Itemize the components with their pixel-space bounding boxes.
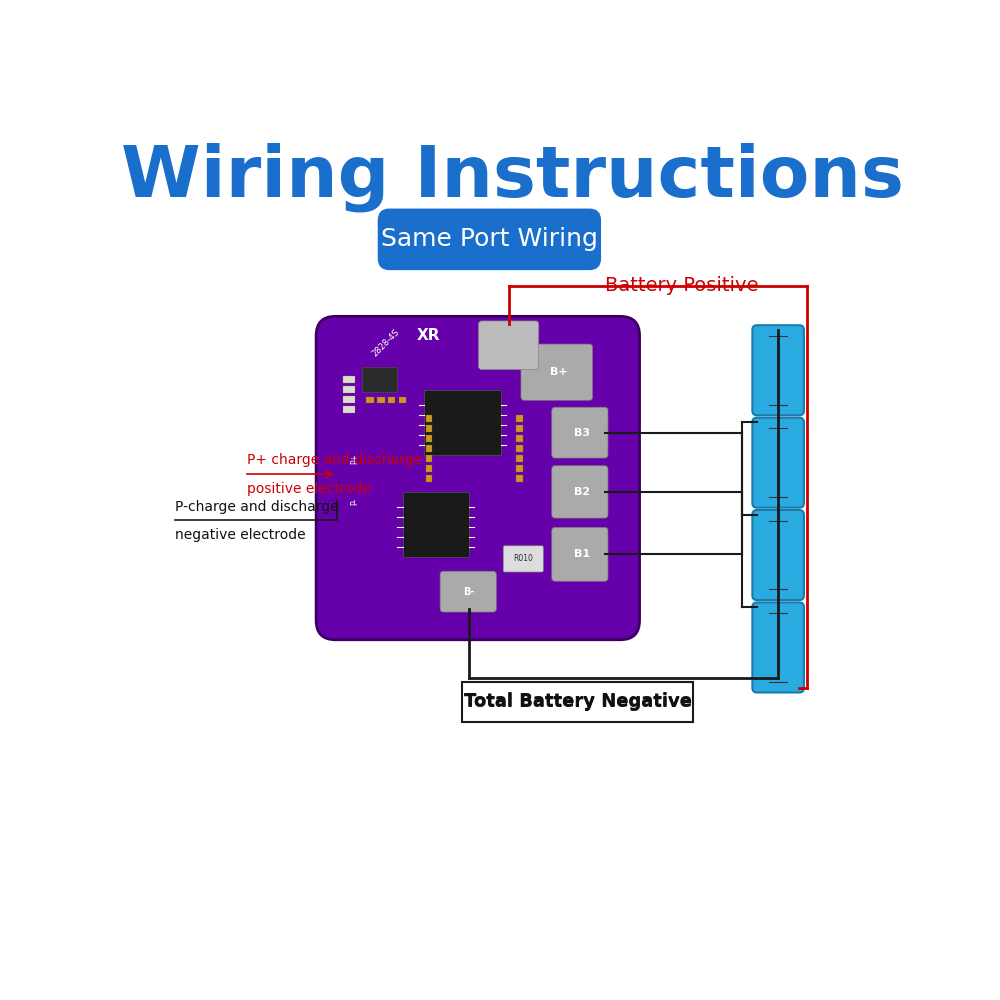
FancyBboxPatch shape: [516, 475, 523, 482]
FancyBboxPatch shape: [378, 209, 601, 270]
FancyBboxPatch shape: [426, 465, 432, 472]
FancyBboxPatch shape: [516, 435, 523, 442]
Text: B1: B1: [574, 549, 590, 559]
FancyBboxPatch shape: [388, 397, 395, 403]
Text: Total Battery Negative: Total Battery Negative: [464, 693, 692, 711]
Text: Battery Positive: Battery Positive: [605, 276, 758, 295]
FancyBboxPatch shape: [426, 435, 432, 442]
FancyBboxPatch shape: [403, 492, 469, 557]
FancyBboxPatch shape: [426, 445, 432, 452]
Text: Total Battery Negative: Total Battery Negative: [464, 692, 692, 710]
FancyBboxPatch shape: [516, 415, 523, 422]
FancyBboxPatch shape: [521, 344, 593, 400]
FancyBboxPatch shape: [426, 415, 432, 422]
FancyBboxPatch shape: [426, 475, 432, 482]
Text: R010: R010: [513, 554, 533, 563]
FancyBboxPatch shape: [516, 425, 523, 432]
FancyBboxPatch shape: [399, 397, 406, 403]
FancyBboxPatch shape: [343, 386, 355, 393]
Text: Same Port Wiring: Same Port Wiring: [381, 227, 598, 251]
FancyBboxPatch shape: [316, 316, 640, 640]
FancyBboxPatch shape: [362, 367, 397, 392]
FancyBboxPatch shape: [752, 602, 804, 692]
Text: 2828-4S: 2828-4S: [370, 328, 401, 359]
Text: P+: P+: [350, 453, 359, 464]
FancyBboxPatch shape: [552, 407, 608, 458]
FancyBboxPatch shape: [479, 321, 539, 369]
Text: negative electrode: negative electrode: [175, 528, 306, 542]
FancyBboxPatch shape: [516, 455, 523, 462]
FancyBboxPatch shape: [366, 397, 374, 403]
FancyBboxPatch shape: [752, 418, 804, 508]
FancyBboxPatch shape: [503, 546, 543, 572]
Text: B-: B-: [463, 587, 474, 597]
FancyBboxPatch shape: [440, 571, 496, 612]
FancyBboxPatch shape: [424, 390, 501, 455]
Text: P-charge and discharge: P-charge and discharge: [175, 500, 339, 514]
FancyBboxPatch shape: [462, 682, 693, 722]
FancyBboxPatch shape: [377, 397, 385, 403]
Text: B3: B3: [574, 428, 590, 438]
Text: positive electrode: positive electrode: [247, 482, 371, 496]
Text: B2: B2: [574, 487, 590, 497]
FancyBboxPatch shape: [516, 465, 523, 472]
FancyBboxPatch shape: [752, 325, 804, 415]
Text: Wiring Instructions: Wiring Instructions: [121, 143, 904, 213]
Text: P+ charge and discharge: P+ charge and discharge: [247, 453, 422, 467]
Text: P-: P-: [350, 498, 359, 505]
FancyBboxPatch shape: [552, 466, 608, 518]
FancyBboxPatch shape: [343, 406, 355, 413]
FancyBboxPatch shape: [426, 425, 432, 432]
FancyBboxPatch shape: [752, 510, 804, 600]
Text: XR: XR: [416, 328, 440, 343]
FancyBboxPatch shape: [343, 396, 355, 403]
FancyBboxPatch shape: [516, 445, 523, 452]
Text: B+: B+: [550, 367, 568, 377]
FancyBboxPatch shape: [552, 527, 608, 581]
FancyBboxPatch shape: [343, 376, 355, 383]
FancyBboxPatch shape: [426, 455, 432, 462]
